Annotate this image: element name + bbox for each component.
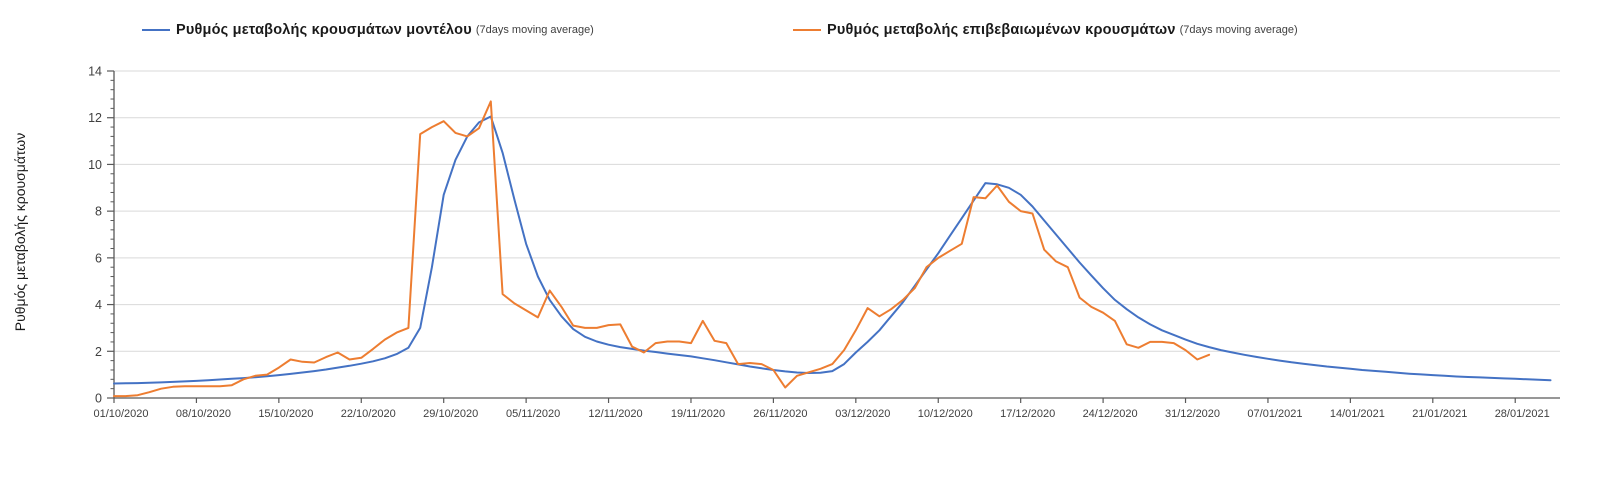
y-tick-label: 4 [95,298,102,312]
x-tick-label: 01/10/2020 [93,408,148,420]
legend-item-model: Ρυθμός μεταβολής κρουσμάτων μοντέλου (7d… [142,22,594,38]
x-tick-label: 05/11/2020 [506,408,560,420]
y-tick-label: 14 [88,65,102,79]
x-tick-label: 08/10/2020 [176,408,231,420]
x-tick-label: 03/12/2020 [835,408,890,420]
y-tick-label: 8 [95,205,102,219]
axes [113,71,1560,399]
x-axis-ticks: 01/10/2020 08/10/2020 15/10/2020 22/10/2020… [93,398,1550,420]
x-tick-label: 26/11/2020 [753,408,807,420]
model-series-line [113,115,1552,385]
x-tick-label: 17/12/2020 [1000,408,1055,420]
x-tick-label: 31/12/2020 [1165,408,1220,420]
y-axis-ticks: 0 2 4 6 8 10 12 14 [88,65,114,406]
y-tick-label: 6 [95,251,102,265]
legend-sublabel-model: (7days moving average) [475,24,594,36]
x-tick-label: 28/01/2021 [1495,408,1550,420]
y-tick-label: 10 [88,158,102,172]
x-tick-label: 21/01/2021 [1412,408,1467,420]
gridlines [114,70,1560,352]
y-axis-title: Ρυθμός μεταβολής κρουσμάτων [12,132,28,332]
legend-label-confirmed: Ρυθμός μεταβολής επιβεβαιωμένων κρουσμάτ… [827,22,1176,38]
legend-item-confirmed: Ρυθμός μεταβολής επιβεβαιωμένων κρουσμάτ… [793,22,1298,38]
x-tick-label: 19/11/2020 [671,408,725,420]
x-tick-label: 29/10/2020 [423,408,478,420]
confirmed-line-legend-marker [793,29,821,31]
x-tick-label: 24/12/2020 [1083,408,1138,420]
x-tick-label: 07/01/2021 [1247,408,1302,420]
x-tick-label: 22/10/2020 [341,408,396,420]
legend-label-model: Ρυθμός μεταβολής κρουσμάτων μοντέλου [176,22,472,38]
x-tick-label: 14/01/2021 [1330,408,1385,420]
confirmed-series-line [113,100,1211,398]
series-lines [113,100,1552,398]
x-tick-label: 12/11/2020 [588,408,642,420]
model-line-legend-marker [142,29,170,31]
y-tick-label: 0 [95,392,102,406]
legend-sublabel-confirmed: (7days moving average) [1179,24,1298,36]
y-tick-label: 2 [95,345,102,359]
y-tick-label: 12 [88,111,102,125]
x-tick-label: 10/12/2020 [918,408,973,420]
x-tick-label: 15/10/2020 [258,408,313,420]
